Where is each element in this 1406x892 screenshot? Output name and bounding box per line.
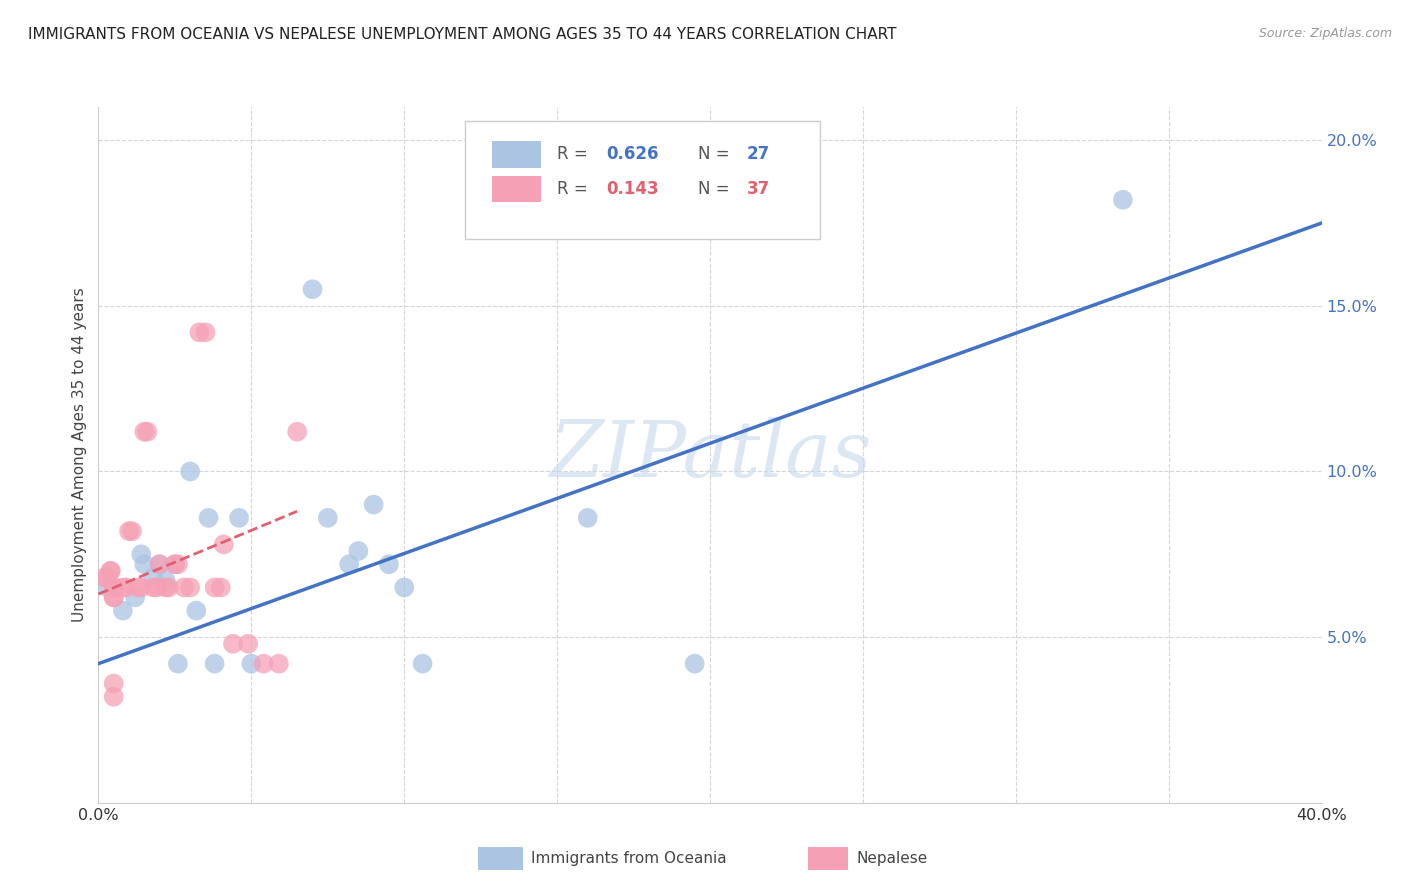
Point <box>103 676 125 690</box>
Point <box>238 637 260 651</box>
Point <box>186 604 208 618</box>
Text: R =: R = <box>557 180 593 198</box>
FancyBboxPatch shape <box>492 176 541 202</box>
Point <box>149 558 172 572</box>
Point <box>155 581 177 595</box>
Point <box>121 524 143 538</box>
Text: 37: 37 <box>747 180 770 198</box>
Point <box>209 581 232 595</box>
Point <box>103 591 125 605</box>
Point <box>157 581 180 595</box>
Point <box>93 570 115 584</box>
Point <box>222 637 245 651</box>
Point <box>129 547 152 561</box>
Point <box>337 558 360 572</box>
Text: Immigrants from Oceania: Immigrants from Oceania <box>531 852 727 866</box>
Point <box>136 425 159 439</box>
FancyBboxPatch shape <box>492 141 541 168</box>
Point <box>124 591 146 605</box>
Text: 0.143: 0.143 <box>606 180 658 198</box>
Point <box>142 581 165 595</box>
Point <box>683 657 706 671</box>
Point <box>363 498 385 512</box>
Point <box>163 558 186 572</box>
Text: Source: ZipAtlas.com: Source: ZipAtlas.com <box>1258 27 1392 40</box>
Point <box>1112 193 1135 207</box>
Y-axis label: Unemployment Among Ages 35 to 44 years: Unemployment Among Ages 35 to 44 years <box>72 287 87 623</box>
Text: 0.626: 0.626 <box>606 145 658 163</box>
Text: Nepalese: Nepalese <box>856 852 928 866</box>
Point <box>378 558 401 572</box>
Point <box>103 581 125 595</box>
Point <box>134 558 156 572</box>
Point <box>267 657 290 671</box>
Point <box>197 511 219 525</box>
Point <box>285 425 308 439</box>
Point <box>173 581 195 595</box>
Point <box>301 282 323 296</box>
Point <box>155 574 177 588</box>
Point <box>392 581 416 595</box>
Point <box>111 581 134 595</box>
Point <box>240 657 263 671</box>
Point <box>188 326 211 340</box>
Point <box>179 465 201 479</box>
Point <box>111 604 134 618</box>
Point <box>127 581 149 595</box>
Point <box>118 524 141 538</box>
Point <box>412 657 434 671</box>
Point <box>167 558 190 572</box>
Text: N =: N = <box>697 145 735 163</box>
Point <box>103 591 125 605</box>
Point <box>167 657 190 671</box>
Point <box>103 690 125 704</box>
Text: R =: R = <box>557 145 593 163</box>
Point <box>142 570 165 584</box>
Point <box>179 581 201 595</box>
FancyBboxPatch shape <box>465 121 820 239</box>
Point <box>103 581 125 595</box>
Point <box>100 564 122 578</box>
Point <box>576 511 599 525</box>
Point <box>252 657 274 671</box>
Point <box>204 581 226 595</box>
Point <box>149 558 172 572</box>
Point <box>97 581 120 595</box>
Point <box>100 564 122 578</box>
Point <box>129 581 152 595</box>
Point <box>97 570 120 584</box>
Point <box>134 425 156 439</box>
Point <box>228 511 250 525</box>
Point <box>163 558 186 572</box>
Point <box>194 326 217 340</box>
Text: IMMIGRANTS FROM OCEANIA VS NEPALESE UNEMPLOYMENT AMONG AGES 35 TO 44 YEARS CORRE: IMMIGRANTS FROM OCEANIA VS NEPALESE UNEM… <box>28 27 897 42</box>
Point <box>347 544 370 558</box>
Text: ZIPatlas: ZIPatlas <box>548 417 872 493</box>
Point <box>316 511 339 525</box>
Text: 27: 27 <box>747 145 770 163</box>
Point <box>212 537 235 551</box>
Text: N =: N = <box>697 180 735 198</box>
Point <box>115 581 138 595</box>
Point <box>204 657 226 671</box>
Point <box>145 581 167 595</box>
